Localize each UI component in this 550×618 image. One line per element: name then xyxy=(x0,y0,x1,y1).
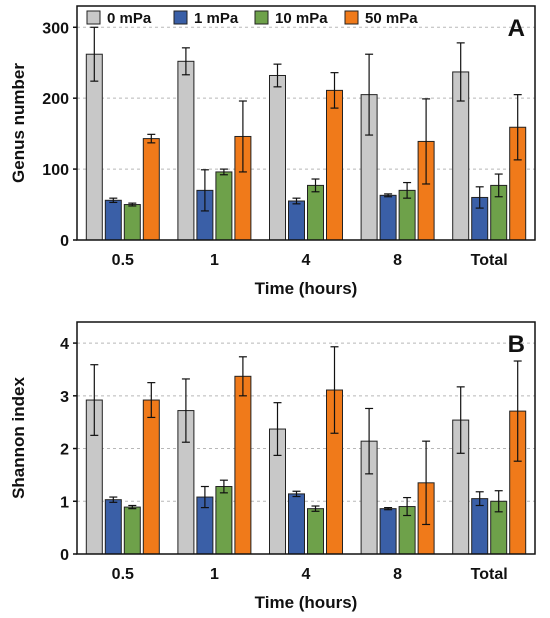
legend-swatch xyxy=(86,10,101,25)
bar-1-mpa xyxy=(379,508,397,555)
panel-letter: A xyxy=(508,15,525,42)
y-tick-label: 0 xyxy=(60,233,69,250)
x-tick-label: Total xyxy=(471,252,508,269)
legend-label: 10 mPa xyxy=(275,10,328,27)
legend-swatch xyxy=(254,10,269,25)
bar-10-mpa xyxy=(215,171,233,241)
x-tick-label: 0.5 xyxy=(112,566,134,583)
bar-50-mpa xyxy=(142,138,160,241)
y-axis-label: Shannon index xyxy=(9,377,28,499)
bar-0-mpa xyxy=(177,60,195,241)
legend: 0 mPa 1 mPa 10 mPa 50 mPa xyxy=(86,10,418,27)
bar-1-mpa xyxy=(471,498,489,555)
bar-10-mpa xyxy=(123,204,141,241)
y-axis-label: Genus number xyxy=(9,63,28,183)
x-tick-label: 8 xyxy=(393,566,402,583)
y-tick-label: 4 xyxy=(60,336,69,353)
x-tick-label: 4 xyxy=(302,252,311,269)
bar-10-mpa xyxy=(215,486,233,555)
panel-b: 0 1 2 3 4 0.5 1 4 8 Total Time (hours) Shannon inde… xyxy=(9,321,536,612)
x-axis-label: Time (hours) xyxy=(255,279,358,298)
legend-label: 1 mPa xyxy=(194,10,239,27)
y-tick-label: 100 xyxy=(42,162,69,179)
bar-1-mpa xyxy=(379,194,397,241)
panel-a: 0 100 200 300 0.5 1 4 8 Total Time (hours) Genus n… xyxy=(9,5,536,298)
y-tick-label: 300 xyxy=(42,20,69,37)
legend-label: 0 mPa xyxy=(107,10,152,27)
bar-10-mpa xyxy=(307,184,324,241)
bar-10-mpa xyxy=(307,508,324,555)
bar-50-mpa xyxy=(142,399,160,555)
x-axis-label: Time (hours) xyxy=(255,593,358,612)
bar-1-mpa xyxy=(104,199,122,241)
plot-frame xyxy=(76,321,536,555)
bar-1-mpa xyxy=(288,493,305,555)
x-tick-label: 8 xyxy=(393,252,402,269)
y-tick-label: 1 xyxy=(60,494,69,511)
x-tick-label: 1 xyxy=(210,252,219,269)
bar-50-mpa xyxy=(326,89,343,241)
y-tick-label: 2 xyxy=(60,442,69,459)
y-tick-label: 0 xyxy=(60,547,69,564)
y-tick-label: 200 xyxy=(42,91,69,108)
plot-frame xyxy=(76,5,536,241)
y-tick-label: 3 xyxy=(60,389,69,406)
x-tick-label: 4 xyxy=(302,566,311,583)
bar-50-mpa xyxy=(234,375,252,555)
bar-1-mpa xyxy=(104,499,122,555)
x-tick-label: 1 xyxy=(210,566,219,583)
legend-label: 50 mPa xyxy=(365,10,418,27)
panel-letter: B xyxy=(508,331,525,358)
bar-0-mpa xyxy=(85,53,103,241)
legend-swatch xyxy=(344,10,359,25)
bar-0-mpa xyxy=(269,74,286,241)
bar-10-mpa xyxy=(123,506,141,555)
x-tick-label: 0.5 xyxy=(112,252,134,269)
x-tick-label: Total xyxy=(471,566,508,583)
legend-swatch xyxy=(173,10,188,25)
bar-1-mpa xyxy=(288,200,305,241)
